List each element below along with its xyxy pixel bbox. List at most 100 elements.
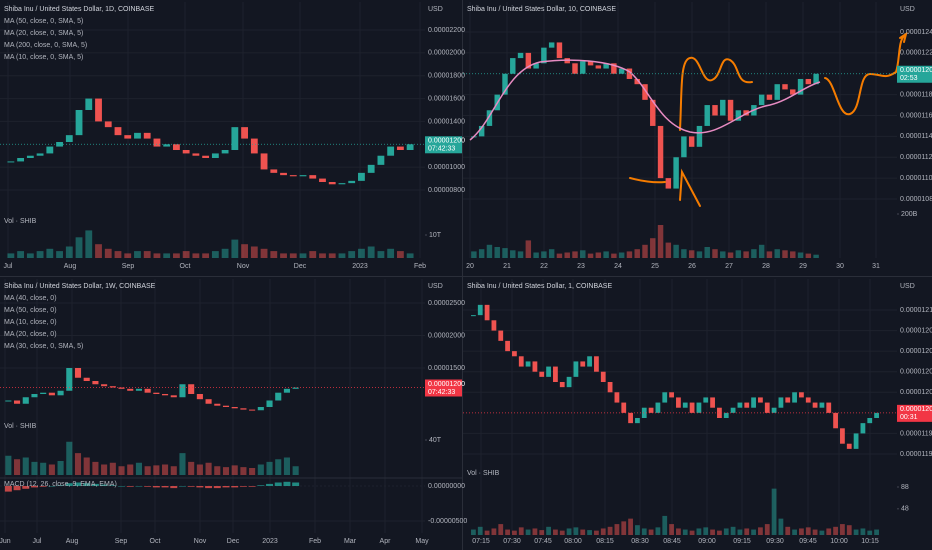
x-tick-label: 24 [614, 263, 622, 270]
volume-bar [812, 529, 818, 535]
drawing [679, 168, 701, 207]
candle [717, 407, 722, 418]
candle [525, 52, 532, 69]
candle [785, 397, 791, 403]
currency-label: USD [900, 283, 915, 290]
candle [289, 175, 297, 177]
volume-bar [275, 459, 282, 475]
candle [502, 73, 508, 95]
y-tick-label: 0.00002000 [428, 332, 465, 339]
volume-bar [484, 530, 490, 535]
x-tick-label: Sep [115, 538, 128, 545]
volume-bar [309, 251, 317, 258]
candle [83, 377, 90, 381]
y-tick-label: 0.00001208 [900, 327, 932, 334]
volume-bar [280, 253, 287, 258]
candle [642, 84, 648, 100]
volume-bar [367, 246, 375, 258]
macd-bar [65, 483, 73, 486]
drawing [824, 35, 905, 116]
y-tick-label: 0.00001204 [900, 369, 932, 376]
candle [65, 135, 73, 142]
candle [704, 105, 710, 126]
candle [231, 407, 238, 409]
volume-bar [163, 253, 171, 258]
volume-tick-label: 10T [429, 232, 442, 239]
volume-bar [127, 464, 134, 475]
candle [628, 412, 633, 424]
volume-bar [328, 253, 336, 258]
volume-bar [607, 526, 613, 535]
candle [614, 392, 620, 403]
volume-bar [173, 253, 180, 258]
x-tick-label: 09:45 [799, 538, 817, 545]
x-tick-label: 28 [762, 263, 770, 270]
candle [805, 78, 812, 85]
volume-bar [553, 529, 558, 535]
volume-bar [40, 462, 47, 475]
x-tick-label: 21 [503, 263, 511, 270]
moving-average [469, 59, 821, 141]
candle [153, 392, 160, 394]
candle [797, 78, 804, 95]
candle [595, 65, 602, 69]
volume-bar [720, 251, 726, 258]
x-tick-label: 10:15 [861, 538, 879, 545]
candle [57, 390, 64, 396]
volume-bar [292, 466, 299, 475]
candle [7, 161, 15, 163]
volume-bar [5, 455, 12, 475]
macd-bar [30, 486, 38, 488]
x-tick-label: Feb [309, 538, 321, 545]
x-tick-label: 22 [540, 263, 548, 270]
volume-bar [17, 251, 25, 258]
candle [505, 340, 510, 352]
volume-bar [813, 254, 819, 258]
macd-bar [170, 486, 178, 489]
candle [484, 304, 490, 321]
volume-bar [758, 527, 763, 535]
candle [56, 142, 63, 147]
volume-bar [682, 529, 688, 535]
candle [744, 402, 750, 408]
volume-bar [614, 524, 620, 535]
volume-bar [494, 247, 500, 258]
volume-bar [240, 467, 247, 475]
volume-bar [587, 253, 594, 258]
volume-bar [95, 244, 102, 258]
candle [260, 153, 268, 170]
indicator-label: MA (50, close, 0, SMA, 5) [4, 18, 83, 25]
volume-bar [124, 253, 132, 258]
macd-bar [118, 486, 126, 487]
y-tick-label: 0.00001206 [900, 348, 932, 355]
candle [730, 407, 736, 413]
volume-bar [696, 251, 703, 258]
price-tag [425, 379, 462, 397]
candle [491, 320, 497, 331]
volume-bar [14, 459, 21, 475]
candle [170, 395, 177, 398]
x-tick-label: 26 [688, 263, 696, 270]
candle [682, 402, 688, 408]
volume-bar [211, 251, 219, 258]
volume-bar [556, 253, 563, 258]
volume-bar [541, 251, 547, 258]
candle [655, 402, 661, 413]
volume-bar [65, 246, 73, 258]
candle [48, 392, 55, 396]
candle [764, 402, 770, 413]
x-tick-label: 08:15 [596, 538, 614, 545]
volume-bar [471, 529, 476, 535]
volume-bar [743, 251, 749, 258]
indicator-label: MA (10, close, 0, SMA, 5) [4, 54, 83, 61]
candle [634, 78, 640, 85]
volume-bar [548, 249, 555, 258]
drawing [679, 56, 753, 131]
volume-bar [491, 528, 497, 535]
volume-bar [92, 461, 99, 475]
candle [26, 155, 34, 158]
candle [66, 368, 73, 391]
